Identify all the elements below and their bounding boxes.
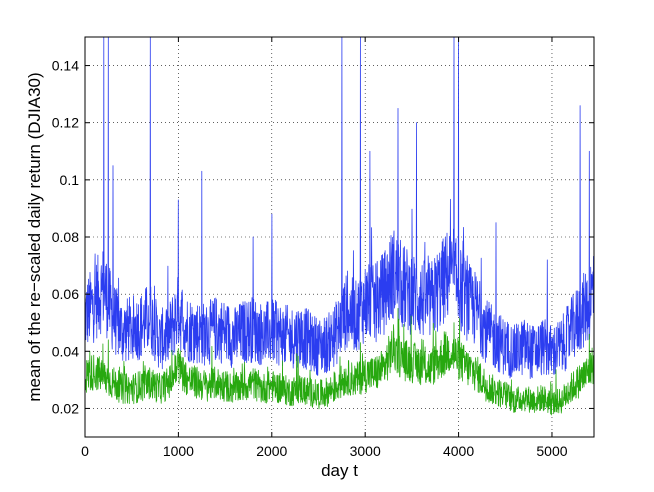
y-tick-label: 0.08 xyxy=(52,229,79,245)
y-tick-label: 0.06 xyxy=(52,286,79,302)
series-line-1 xyxy=(85,37,594,380)
x-tick-label: 3000 xyxy=(350,443,381,459)
y-tick-label: 0.14 xyxy=(52,58,79,74)
y-tick-label: 0.04 xyxy=(52,343,79,359)
y-tick-label: 0.12 xyxy=(52,115,79,131)
x-tick-label: 0 xyxy=(81,443,89,459)
x-tick-label: 2000 xyxy=(256,443,287,459)
x-tick-label: 1000 xyxy=(163,443,194,459)
x-tick-label: 4000 xyxy=(443,443,474,459)
x-axis-label: day t xyxy=(321,461,358,480)
series-layer xyxy=(85,37,594,416)
y-tick-label: 0.02 xyxy=(52,400,79,416)
tick-layer: 0 1000 2000 3000 4000 5000 0.02 0.04 0.06 0.08 0.1… xyxy=(52,37,594,459)
y-tick-label: 0.1 xyxy=(60,172,80,188)
y-axis-label: mean of the re−scaled daily return (DJIA… xyxy=(25,72,44,401)
x-tick-label: 5000 xyxy=(536,443,567,459)
series-line-2 xyxy=(85,307,594,416)
